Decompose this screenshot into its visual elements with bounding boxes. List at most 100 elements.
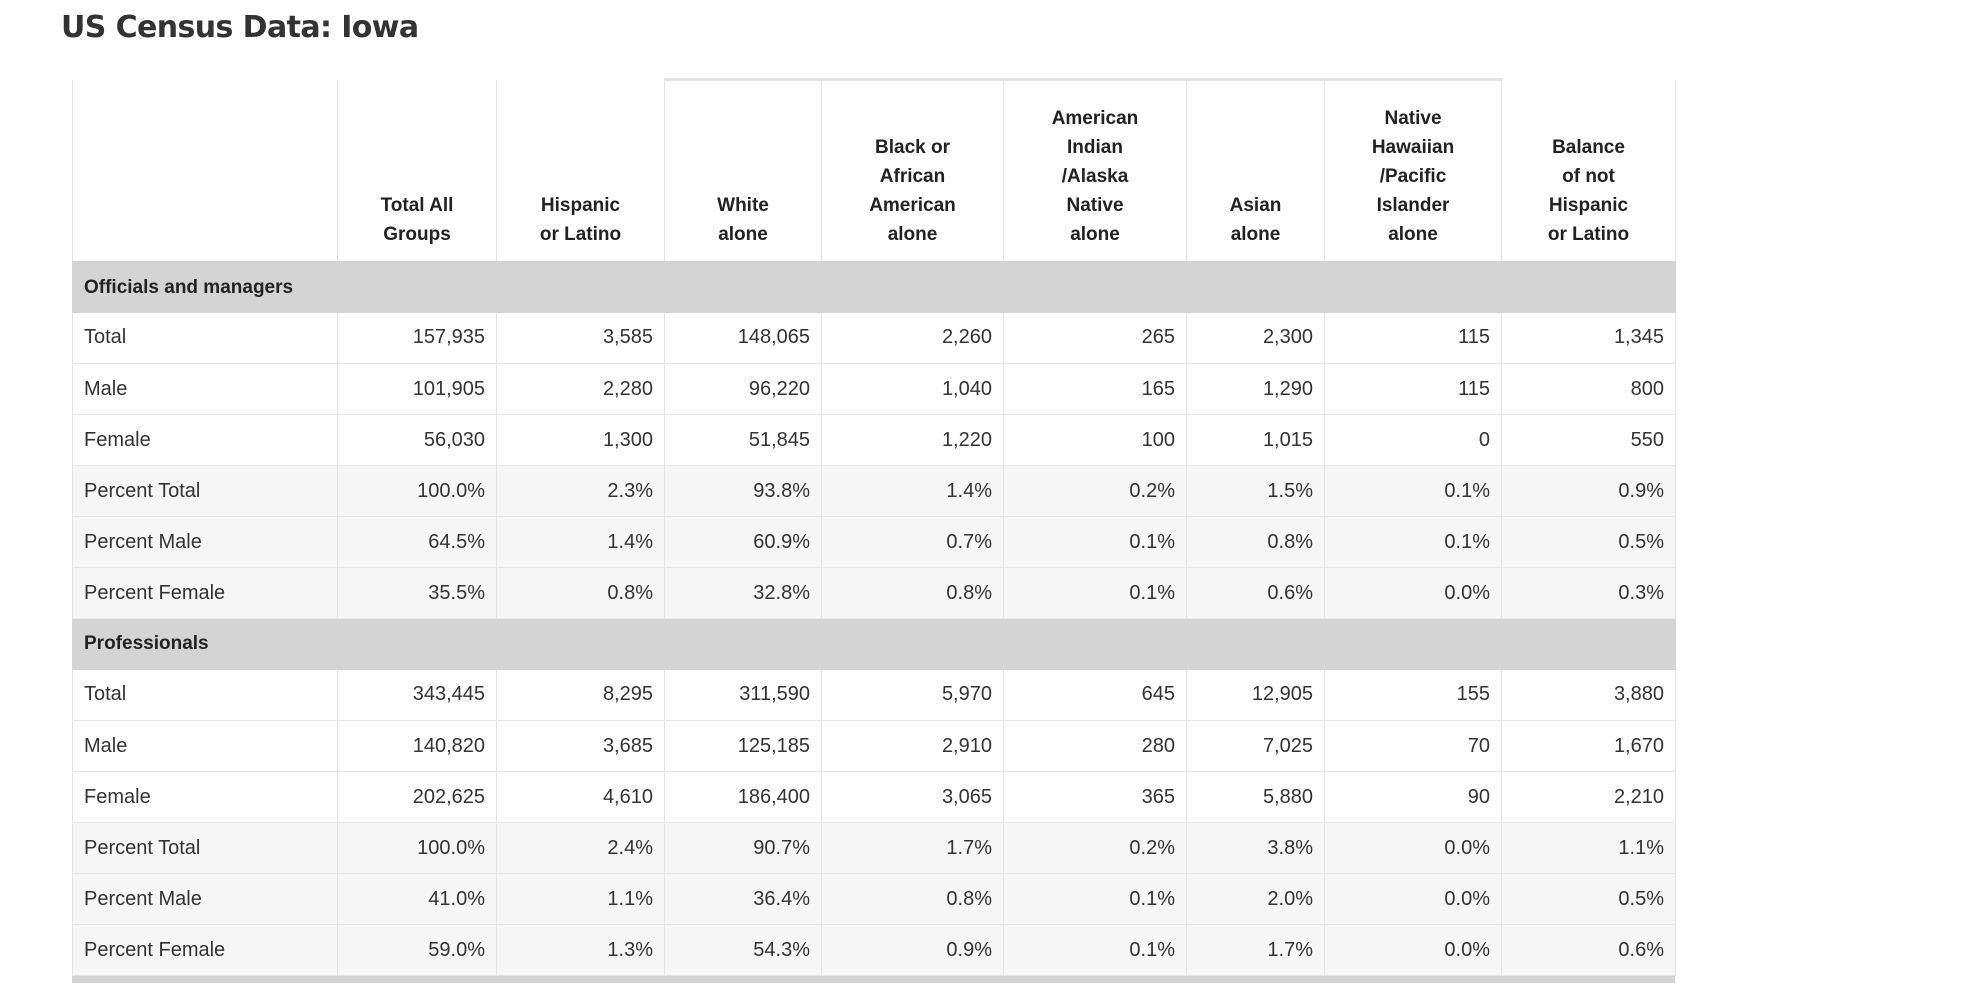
table-cell: 0.1% — [1003, 873, 1187, 925]
table-cell: 8,295 — [496, 669, 665, 721]
table-cell: 60.9% — [664, 516, 822, 568]
row-label: Percent Female — [72, 567, 338, 619]
table-cell: 1.7% — [1186, 924, 1325, 976]
header-row: Total All Groups Hispanic or Latino White alo… — [72, 78, 1676, 262]
column-header-line: /Alaska — [1061, 165, 1129, 187]
table-cell: 155 — [1324, 669, 1502, 721]
table-cell: 70 — [1324, 720, 1502, 772]
table-cell: 202,625 — [337, 771, 497, 823]
page-title: US Census Data: Iowa — [61, 10, 419, 45]
table-row: Male 140,820 3,685 125,185 2,910 280 7,025 70 1,… — [72, 720, 1676, 772]
table-header: Total All Groups Hispanic or Latino White alo… — [72, 78, 1676, 262]
table-cell: 311,590 — [664, 669, 822, 721]
column-header-line: alone — [718, 223, 768, 245]
table-cell: 1.1% — [496, 873, 665, 925]
table-cell: 550 — [1501, 414, 1676, 466]
table-row: Female 56,030 1,300 51,845 1,220 100 1,015 0 550 — [72, 414, 1676, 466]
table-row: Percent Male 41.0% 1.1% 36.4% 0.8% 0.1% 2.0% 0.… — [72, 873, 1676, 925]
table-cell: 343,445 — [337, 669, 497, 721]
column-header-line: alone — [1230, 223, 1281, 245]
table-cell: 0.6% — [1501, 924, 1676, 976]
table-cell: 0.9% — [1501, 465, 1676, 517]
row-label: Percent Total — [72, 465, 338, 517]
table-row: Total 157,935 3,585 148,065 2,260 265 2,300 115… — [72, 312, 1676, 364]
table-cell: 0.9% — [821, 924, 1004, 976]
table-cell: 0 — [1324, 414, 1502, 466]
table-footer-bar — [72, 976, 1675, 983]
column-header-line: Asian — [1229, 194, 1282, 216]
column-header-line: Total All — [380, 194, 454, 216]
table-cell: 115 — [1324, 363, 1502, 415]
table-cell: 35.5% — [337, 567, 497, 619]
table-cell: 2,910 — [821, 720, 1004, 772]
table-cell: 1,345 — [1501, 312, 1676, 364]
column-header-line: alone — [1070, 223, 1120, 245]
table-cell: 0.1% — [1324, 465, 1502, 517]
table-cell: 0.5% — [1501, 873, 1676, 925]
table-body: Officials and managers Total 157,935 3,585 1… — [72, 261, 1676, 976]
table-cell: 3,065 — [821, 771, 1004, 823]
table-cell: 0.8% — [496, 567, 665, 619]
census-table: Total All Groups Hispanic or Latino White alo… — [72, 78, 1676, 976]
column-header-balance-of-not-hispanic-or-latino: Balance of not Hispanic or Latino — [1501, 79, 1676, 262]
table-cell: 0.1% — [1324, 516, 1502, 568]
table-cell: 54.3% — [664, 924, 822, 976]
table-cell: 0.3% — [1501, 567, 1676, 619]
column-header-asian-alone: Asian alone — [1186, 78, 1325, 262]
table-cell: 3,585 — [496, 312, 665, 364]
table-cell: 41.0% — [337, 873, 497, 925]
table-cell: 1.7% — [821, 822, 1004, 874]
column-header-line: alone — [887, 223, 938, 245]
table-cell: 2,300 — [1186, 312, 1325, 364]
table-cell: 1.4% — [496, 516, 665, 568]
column-header-line: Native — [1384, 107, 1442, 129]
table-cell: 101,905 — [337, 363, 497, 415]
column-header-line: Hispanic — [540, 194, 621, 216]
column-header-american-indian-alaska-native-alone: American Indian/Alaska Native alone — [1003, 78, 1187, 262]
column-header-row-label — [72, 79, 338, 262]
column-header-line: Hawaiian — [1371, 136, 1455, 158]
table-cell: 0.0% — [1324, 873, 1502, 925]
column-header-line: /Pacific — [1379, 165, 1447, 187]
table-cell: 100.0% — [337, 822, 497, 874]
table-cell: 7,025 — [1186, 720, 1325, 772]
table-cell: 0.1% — [1003, 516, 1187, 568]
table-cell: 36.4% — [664, 873, 822, 925]
table-row: Percent Male 64.5% 1.4% 60.9% 0.7% 0.1% 0.8% 0.… — [72, 516, 1676, 568]
table-cell: 100.0% — [337, 465, 497, 517]
column-header-hispanic-or-latino: Hispanic or Latino — [496, 79, 665, 262]
table-cell: 1,220 — [821, 414, 1004, 466]
table-row: Percent Total 100.0% 2.4% 90.7% 1.7% 0.2% 3.8%… — [72, 822, 1676, 874]
table-cell: 3,880 — [1501, 669, 1676, 721]
table-cell: 51,845 — [664, 414, 822, 466]
row-label: Total — [72, 312, 338, 364]
table-cell: 0.2% — [1003, 465, 1187, 517]
column-header-line: American — [1051, 107, 1139, 129]
table-cell: 0.1% — [1003, 567, 1187, 619]
table-cell: 32.8% — [664, 567, 822, 619]
table-cell: 3,685 — [496, 720, 665, 772]
column-header-line: Native — [1066, 194, 1124, 216]
table-cell: 1,670 — [1501, 720, 1676, 772]
table-cell: 0.7% — [821, 516, 1004, 568]
column-header-line: Islander — [1376, 194, 1450, 216]
table-row: Percent Female 59.0% 1.3% 54.3% 0.9% 0.1% 1.7%… — [72, 924, 1676, 976]
column-header-line: Indian — [1067, 136, 1123, 158]
table-cell: 1,040 — [821, 363, 1004, 415]
table-cell: 4,610 — [496, 771, 665, 823]
table-cell: 0.0% — [1324, 822, 1502, 874]
table-cell: 1.4% — [821, 465, 1004, 517]
column-header-native-hawaiian-pacific-islander-alone: Native Hawaiian/Pacific Islander alone — [1324, 78, 1502, 262]
table-cell: 265 — [1003, 312, 1187, 364]
table-cell: 5,970 — [821, 669, 1004, 721]
table-cell: 365 — [1003, 771, 1187, 823]
table-cell: 0.8% — [821, 873, 1004, 925]
table-cell: 0.1% — [1003, 924, 1187, 976]
column-header-line: Groups — [383, 223, 451, 245]
table-cell: 645 — [1003, 669, 1187, 721]
table-cell: 2.3% — [496, 465, 665, 517]
table-cell: 1,015 — [1186, 414, 1325, 466]
table-cell: 1.3% — [496, 924, 665, 976]
table-row: Male 101,905 2,280 96,220 1,040 165 1,290 115 80… — [72, 363, 1676, 415]
column-header-black-or-african-american-alone: Black or African American alone — [821, 78, 1004, 262]
